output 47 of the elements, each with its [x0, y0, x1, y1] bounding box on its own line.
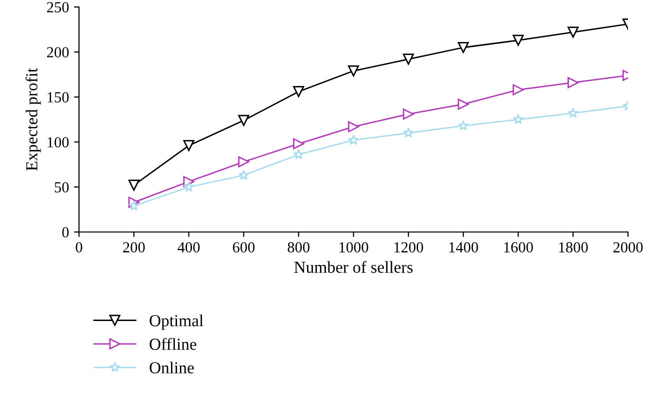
point: [402, 54, 414, 65]
point: [293, 149, 304, 160]
point: [568, 26, 579, 38]
legend-label: Optimal: [150, 314, 204, 330]
y-tick-label: 250: [47, 2, 69, 12]
point: [293, 86, 304, 98]
point: [403, 127, 414, 138]
x-tick-label: 1200: [394, 242, 424, 252]
point: [458, 42, 469, 54]
x-axis-title: Number of sellers: [294, 260, 413, 273]
point: [348, 65, 360, 76]
y-tick-label: 150: [48, 92, 69, 102]
point: [348, 134, 359, 145]
point: [128, 200, 140, 211]
x-tick-label: 2000: [613, 242, 643, 252]
point: [512, 34, 524, 46]
x-tick-label: 200: [123, 242, 145, 252]
point: [238, 170, 250, 180]
point: [568, 77, 579, 88]
point: [238, 156, 250, 168]
point: [293, 138, 304, 150]
x-tick-label: 400: [178, 242, 200, 252]
point: [348, 121, 360, 132]
point: [512, 114, 524, 124]
y-tick-label: 200: [47, 47, 69, 58]
y-tick-label: 50: [54, 182, 69, 192]
x-tick-label: 1600: [504, 242, 533, 252]
x-tick-label: 1800: [559, 242, 588, 252]
legend-label: Offline: [150, 338, 196, 350]
point: [402, 108, 414, 120]
y-tick-label: 0: [62, 227, 69, 238]
point: [128, 180, 140, 191]
legend-label: Online: [150, 362, 194, 374]
y-tick-label: 100: [48, 137, 69, 148]
point: [568, 108, 578, 118]
y-axis-title: Expected profit: [26, 68, 41, 171]
point: [512, 84, 524, 96]
point: [183, 140, 194, 152]
x-tick-label: 1000: [340, 242, 368, 252]
x-tick-label: 600: [232, 242, 255, 252]
point: [458, 98, 469, 110]
x-tick-label: 1400: [449, 242, 478, 252]
point: [238, 114, 250, 126]
x-tick-label: 800: [288, 242, 310, 252]
point: [458, 120, 469, 130]
x-tick-label: 0: [76, 242, 82, 252]
point: [183, 181, 194, 192]
